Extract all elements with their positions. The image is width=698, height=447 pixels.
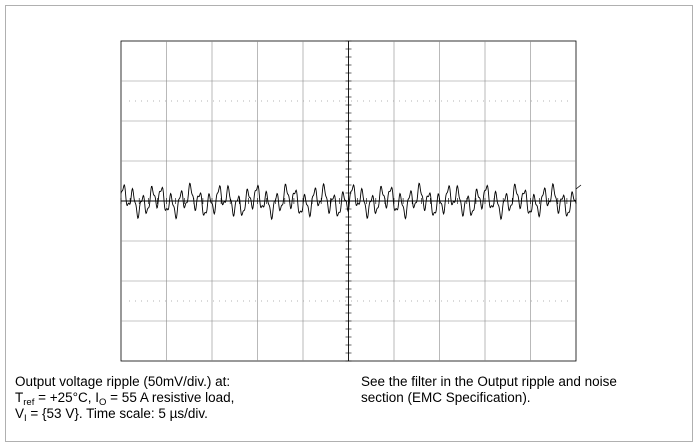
caption-left-line-1: Output voltage ripple (50mV/div.) at: (15, 374, 231, 389)
caption-left-line-2: Tref = +25°C, IO = 55 A resistive load, (15, 390, 235, 408)
ripple-waveform (120, 182, 577, 221)
trigger-marker (575, 184, 582, 190)
ripple-trace (120, 182, 582, 221)
oscilloscope-plot (120, 40, 582, 362)
caption-right: See the filter in the Output ripple and … (361, 374, 691, 406)
caption-left: Output voltage ripple (50mV/div.) at: Tr… (15, 374, 345, 424)
caption-left-line-3: VI = {53 V}. Time scale: 5 µs/div. (15, 406, 208, 424)
caption-right-line-2: section (EMC Specification). (361, 390, 531, 405)
figure-frame: Output voltage ripple (50mV/div.) at: Tr… (5, 5, 693, 442)
caption-right-line-1: See the filter in the Output ripple and … (361, 374, 617, 389)
